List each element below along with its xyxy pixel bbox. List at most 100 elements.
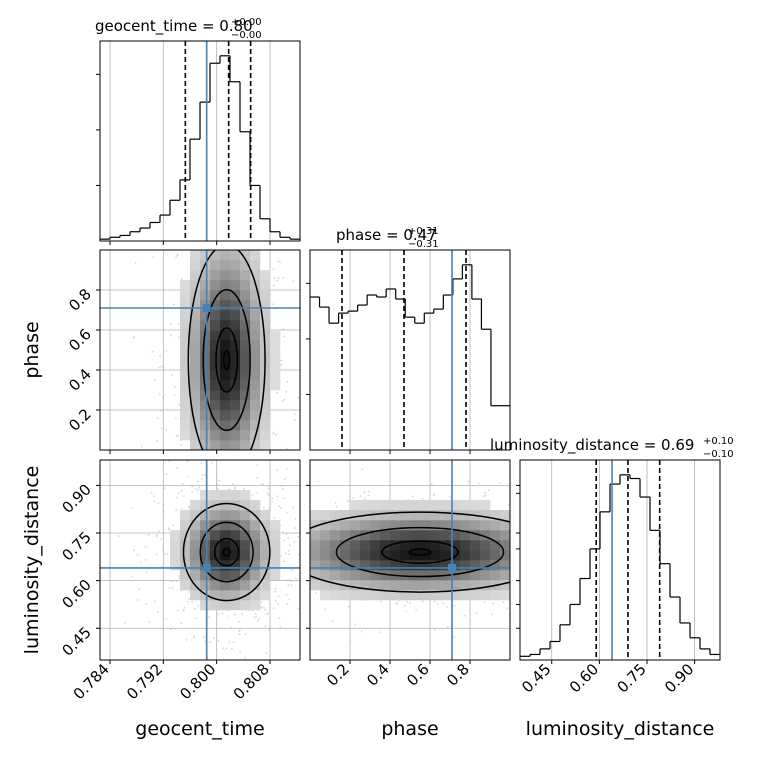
density-cell (190, 330, 201, 341)
sample-point (272, 268, 275, 271)
sample-point (487, 489, 490, 492)
sample-point (294, 418, 296, 421)
density-cell (210, 580, 221, 591)
density-cell (220, 400, 231, 411)
sample-point (600, 586, 602, 588)
sample-point (304, 548, 306, 550)
density-cell (180, 390, 191, 401)
sample-point (207, 745, 209, 747)
sample-point (436, 603, 439, 605)
contour-line (182, 502, 271, 602)
sample-point (621, 526, 623, 528)
sample-point (243, 469, 245, 471)
density-cell (190, 270, 201, 281)
density-cell (220, 390, 231, 401)
sample-point (145, 603, 148, 605)
density-cell (180, 400, 191, 411)
density-cell (250, 330, 261, 341)
sample-point (182, 482, 184, 485)
sample-point (262, 453, 264, 455)
density-cell (220, 250, 231, 261)
sample-point (225, 227, 227, 229)
density-cell (210, 490, 221, 501)
sample-point (283, 478, 286, 481)
density-cell (230, 520, 241, 531)
density-cell (370, 550, 381, 561)
sample-point (188, 505, 190, 508)
sample-point (235, 206, 237, 208)
sample-point (256, 491, 258, 494)
sample-point (209, 610, 211, 612)
sample-point (187, 489, 189, 491)
density-cell (410, 500, 421, 511)
sample-point (272, 431, 275, 434)
sample-point (334, 501, 337, 504)
sample-point (288, 541, 290, 543)
sample-point (320, 502, 322, 504)
density-cell (240, 290, 251, 301)
sample-point (562, 601, 564, 603)
density-cell (320, 540, 331, 551)
density-cell (490, 520, 501, 531)
density-cell (430, 550, 441, 561)
histogram-luminosity_distance (520, 474, 720, 657)
density-cell (440, 510, 451, 521)
density-cell (420, 560, 431, 571)
sample-point (652, 573, 654, 575)
density-cell (230, 370, 241, 381)
sample-point (604, 520, 606, 522)
sample-point (291, 569, 294, 571)
sample-point (239, 451, 241, 453)
sample-point (538, 539, 540, 541)
sample-point (280, 359, 283, 362)
sample-point (236, 454, 238, 456)
density-cell (230, 400, 241, 411)
density-cell (250, 310, 261, 321)
density-cell (180, 430, 191, 441)
sample-point (238, 633, 241, 636)
sample-point (277, 260, 280, 263)
sample-point (275, 451, 277, 453)
density-cell (210, 370, 221, 381)
density-cell (190, 250, 201, 261)
title-text: phase = 0.47 (336, 226, 437, 244)
density-cell (250, 380, 261, 391)
density-cell (350, 520, 361, 531)
sample-point (537, 562, 539, 564)
sample-point (116, 590, 118, 592)
density-cell (390, 530, 401, 541)
sample-point (177, 492, 180, 495)
density-frame (99, 459, 301, 661)
density-cell (180, 340, 191, 351)
sample-point (633, 565, 635, 567)
sample-point (197, 464, 199, 466)
density-cell (210, 530, 221, 541)
sample-point (175, 509, 177, 512)
sample-point (536, 564, 538, 566)
density-cell (210, 300, 221, 311)
sample-point (483, 601, 486, 604)
density-cell (490, 540, 501, 551)
density-cell (450, 570, 461, 581)
sample-point (228, 469, 230, 471)
density-cell (200, 440, 211, 450)
density-cell (340, 540, 351, 551)
sample-point (303, 576, 305, 578)
sample-point (432, 494, 435, 497)
density-cell (310, 540, 321, 551)
sample-point (160, 365, 163, 368)
title-minus: −0.31 (408, 239, 439, 250)
density-cell (370, 500, 381, 511)
contour-line (222, 350, 231, 370)
density-cell (320, 520, 331, 531)
sample-point (211, 461, 214, 464)
density-cell (210, 320, 221, 331)
histogram-phase (310, 264, 510, 407)
density-cell (320, 510, 331, 521)
sample-point (248, 247, 250, 249)
density-cell (230, 590, 241, 601)
density-cell (190, 390, 201, 401)
density-cell (210, 390, 221, 401)
density-cell (430, 590, 441, 601)
x-tick-label: 0.2 (323, 660, 353, 690)
